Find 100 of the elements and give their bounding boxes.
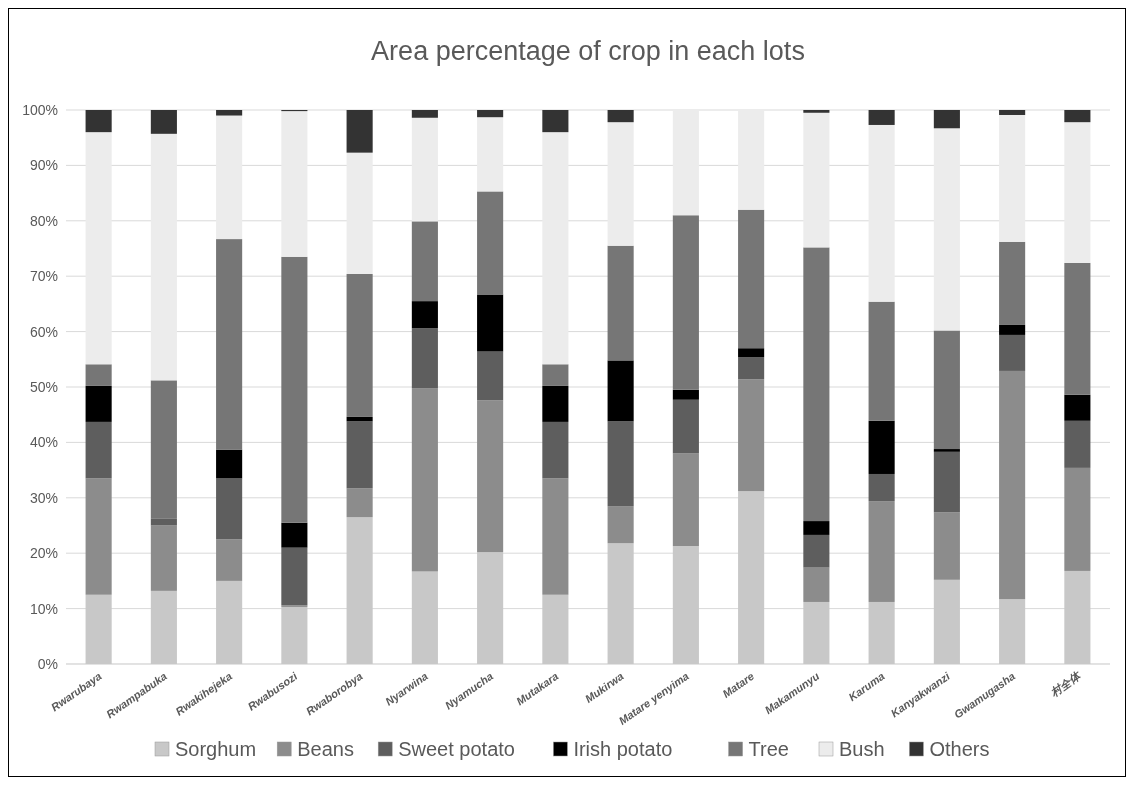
bar bbox=[281, 111, 308, 257]
bar bbox=[542, 421, 569, 479]
bar bbox=[999, 324, 1026, 335]
bar bbox=[542, 385, 569, 422]
bar bbox=[933, 330, 960, 450]
bar bbox=[933, 451, 960, 513]
y-tick-label: 0% bbox=[37, 655, 58, 672]
y-tick-label: 10% bbox=[29, 600, 58, 617]
bar bbox=[281, 606, 308, 664]
bar bbox=[868, 420, 895, 474]
bar bbox=[933, 110, 960, 129]
bar bbox=[1064, 570, 1091, 664]
bar bbox=[542, 110, 569, 133]
bar bbox=[803, 601, 830, 664]
bar bbox=[999, 370, 1026, 600]
bar bbox=[607, 110, 634, 123]
bar bbox=[477, 117, 504, 192]
bar bbox=[542, 364, 569, 386]
bar bbox=[346, 152, 373, 274]
bar bbox=[803, 521, 830, 535]
bar bbox=[346, 488, 373, 518]
bar bbox=[150, 110, 177, 134]
bar bbox=[999, 114, 1026, 242]
bar bbox=[150, 525, 177, 591]
bar bbox=[477, 351, 504, 401]
bar bbox=[999, 241, 1026, 325]
bar bbox=[281, 256, 308, 523]
bar bbox=[411, 221, 438, 302]
bar bbox=[868, 501, 895, 602]
bar bbox=[150, 518, 177, 526]
x-tick-label: 村全体 bbox=[1047, 668, 1085, 700]
bar bbox=[1064, 467, 1091, 571]
bar bbox=[150, 380, 177, 519]
y-tick-label: 20% bbox=[29, 545, 58, 562]
bar bbox=[607, 245, 634, 361]
bar bbox=[477, 110, 504, 118]
bar bbox=[672, 389, 699, 400]
bar bbox=[85, 132, 112, 365]
y-tick-label: 60% bbox=[29, 323, 58, 340]
bar bbox=[607, 122, 634, 246]
legend-label: Tree bbox=[748, 738, 789, 760]
bar bbox=[216, 239, 243, 450]
legend-label: Sweet potato bbox=[398, 738, 515, 760]
bar bbox=[281, 547, 308, 606]
bar bbox=[216, 478, 243, 540]
bar bbox=[933, 449, 960, 452]
bar bbox=[85, 364, 112, 386]
legend-label: Sorghum bbox=[175, 738, 257, 760]
chart-title: Area percentage of crop in each lots bbox=[371, 36, 805, 66]
bar bbox=[607, 543, 634, 664]
bar bbox=[216, 539, 243, 581]
bar bbox=[868, 110, 895, 125]
y-tick-label: 100% bbox=[22, 101, 58, 118]
bar bbox=[542, 478, 569, 595]
bar bbox=[803, 112, 830, 248]
bar bbox=[999, 599, 1026, 664]
bar bbox=[216, 115, 243, 240]
y-tick-label: 50% bbox=[29, 378, 58, 395]
bar bbox=[346, 517, 373, 664]
legend-label: Irish potato bbox=[573, 738, 673, 760]
bar bbox=[1064, 122, 1091, 263]
bar bbox=[672, 399, 699, 454]
bar bbox=[738, 491, 765, 664]
bar bbox=[477, 191, 504, 295]
bar bbox=[216, 449, 243, 479]
bar bbox=[803, 110, 830, 113]
bar bbox=[803, 534, 830, 568]
bar bbox=[1064, 110, 1091, 123]
y-tick-label: 30% bbox=[29, 489, 58, 506]
y-tick-label: 70% bbox=[29, 268, 58, 285]
bar bbox=[85, 421, 112, 479]
bar bbox=[933, 579, 960, 664]
bar bbox=[1064, 394, 1091, 421]
bar bbox=[281, 522, 308, 548]
bar bbox=[477, 294, 504, 352]
bar bbox=[85, 594, 112, 664]
bar bbox=[346, 110, 373, 153]
bar bbox=[803, 247, 830, 522]
bar bbox=[868, 301, 895, 421]
bar bbox=[411, 301, 438, 329]
bar bbox=[150, 590, 177, 664]
bar bbox=[346, 273, 373, 417]
bar bbox=[216, 580, 243, 664]
bar bbox=[216, 110, 243, 116]
bar bbox=[411, 571, 438, 664]
bar bbox=[85, 478, 112, 595]
y-tick-label: 90% bbox=[29, 157, 58, 174]
bar bbox=[607, 506, 634, 544]
legend-label: Beans bbox=[297, 738, 354, 760]
bar bbox=[868, 601, 895, 664]
bar bbox=[411, 328, 438, 389]
legend-label: Bush bbox=[839, 738, 885, 760]
bar bbox=[672, 453, 699, 546]
bar bbox=[411, 388, 438, 572]
bar bbox=[738, 110, 765, 210]
bar bbox=[150, 133, 177, 381]
bar bbox=[346, 421, 373, 489]
bar bbox=[607, 360, 634, 422]
bar bbox=[477, 552, 504, 664]
bar bbox=[411, 117, 438, 222]
